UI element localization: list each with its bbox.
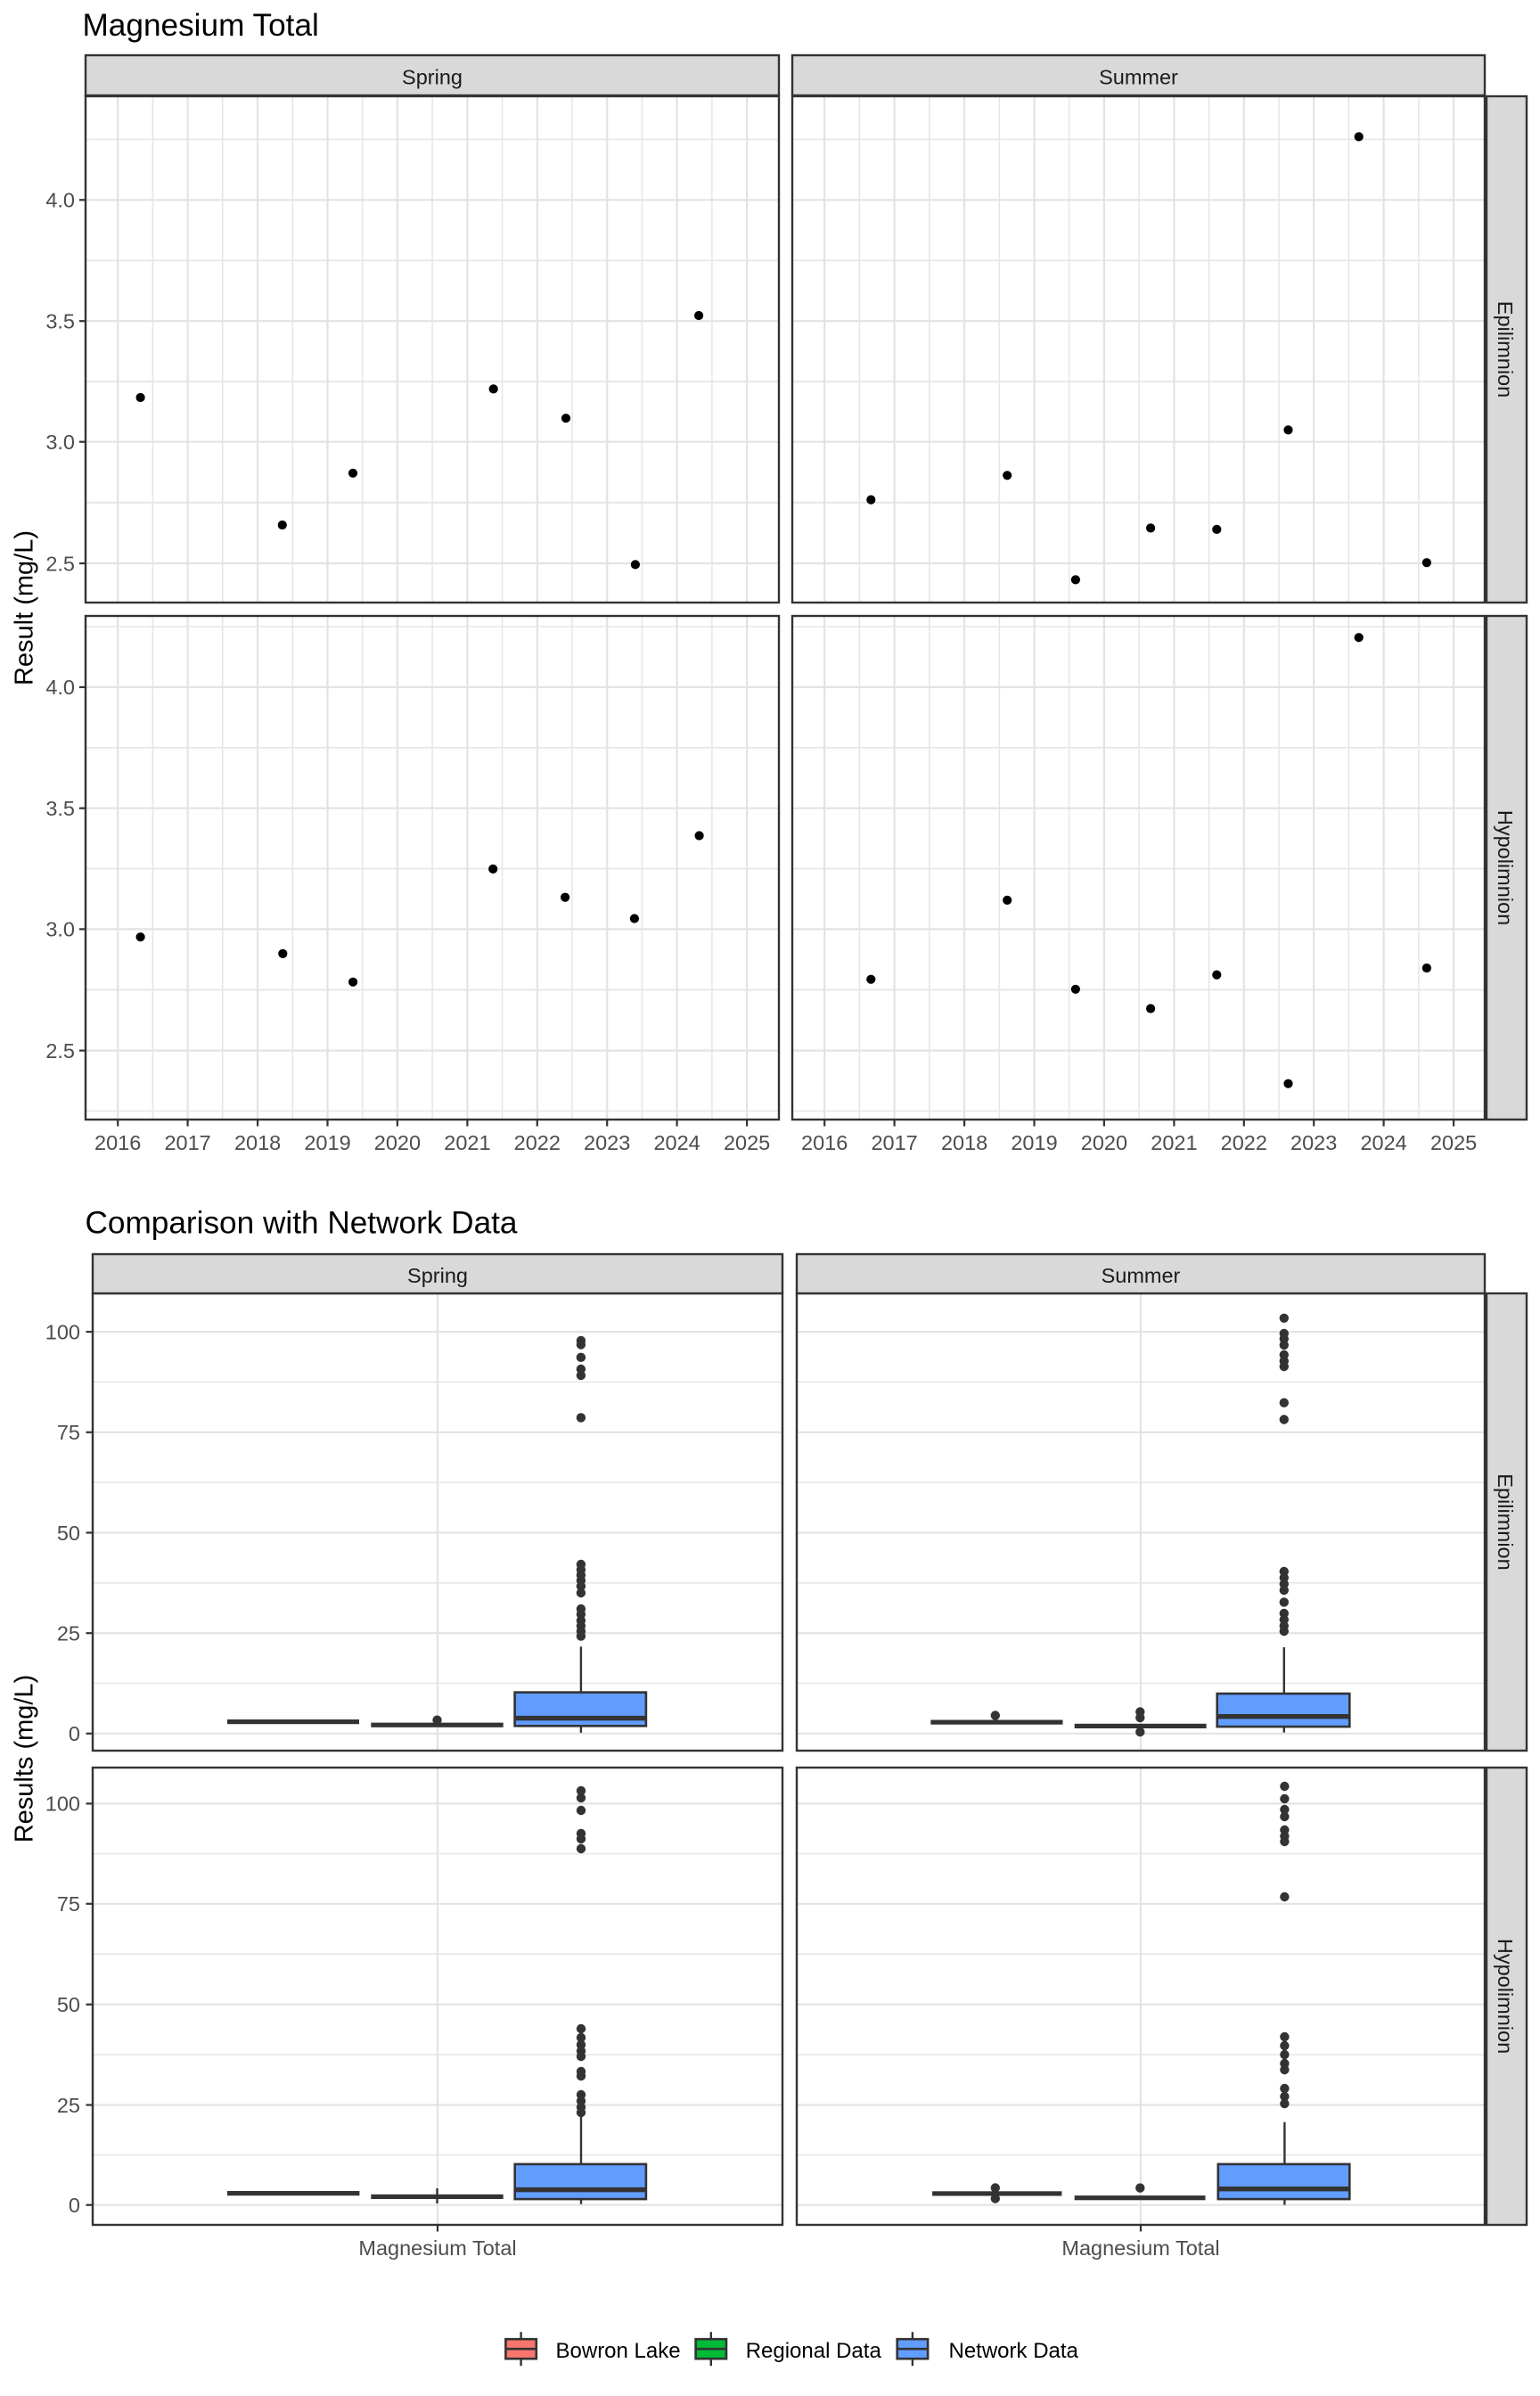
svg-text:Epilimnion: Epilimnion	[1494, 301, 1517, 398]
svg-text:50: 50	[57, 1522, 80, 1545]
svg-text:3.5: 3.5	[45, 797, 75, 820]
svg-text:2024: 2024	[653, 1131, 700, 1154]
svg-text:2019: 2019	[304, 1131, 350, 1154]
svg-text:2024: 2024	[1360, 1131, 1406, 1154]
svg-text:2025: 2025	[1430, 1131, 1477, 1154]
svg-text:Summer: Summer	[1099, 66, 1178, 89]
svg-text:Magnesium Total: Magnesium Total	[1061, 2236, 1219, 2260]
svg-text:Network Data: Network Data	[949, 2339, 1079, 2363]
svg-text:3.5: 3.5	[45, 310, 75, 333]
svg-text:Result (mg/L): Result (mg/L)	[11, 530, 39, 685]
svg-text:2.5: 2.5	[45, 552, 75, 575]
svg-text:2016: 2016	[94, 1131, 141, 1154]
svg-text:3.0: 3.0	[45, 918, 75, 941]
svg-text:25: 25	[57, 1622, 80, 1645]
svg-text:2021: 2021	[1151, 1131, 1197, 1154]
svg-text:2020: 2020	[1081, 1131, 1127, 1154]
svg-text:Magnesium Total: Magnesium Total	[83, 8, 319, 43]
svg-text:Results (mg/L): Results (mg/L)	[11, 1675, 39, 1843]
svg-text:2023: 2023	[1290, 1131, 1337, 1154]
svg-text:0: 0	[69, 2194, 80, 2217]
svg-text:2016: 2016	[801, 1131, 848, 1154]
svg-text:2022: 2022	[514, 1131, 561, 1154]
svg-text:2018: 2018	[941, 1131, 987, 1154]
svg-text:3.0: 3.0	[45, 431, 75, 454]
svg-text:4.0: 4.0	[45, 189, 75, 212]
svg-text:100: 100	[45, 1320, 80, 1343]
svg-text:25: 25	[57, 2094, 80, 2117]
svg-text:Hypolimnion: Hypolimnion	[1494, 810, 1517, 925]
svg-text:Spring: Spring	[407, 1264, 468, 1287]
svg-text:2020: 2020	[374, 1131, 421, 1154]
svg-text:Comparison with Network Data: Comparison with Network Data	[86, 1206, 518, 1241]
svg-text:100: 100	[45, 1793, 80, 1816]
svg-text:Spring: Spring	[402, 66, 463, 89]
svg-text:Epilimnion: Epilimnion	[1494, 1473, 1517, 1570]
svg-text:Bowron Lake: Bowron Lake	[556, 2339, 681, 2363]
svg-text:Magnesium Total: Magnesium Total	[358, 2236, 516, 2260]
svg-text:2018: 2018	[234, 1131, 281, 1154]
svg-text:Regional Data: Regional Data	[746, 2339, 882, 2363]
svg-text:2017: 2017	[871, 1131, 917, 1154]
svg-text:Summer: Summer	[1102, 1264, 1181, 1287]
svg-text:50: 50	[57, 1993, 80, 2016]
svg-text:75: 75	[57, 1892, 80, 1916]
svg-text:2021: 2021	[444, 1131, 490, 1154]
svg-text:2022: 2022	[1221, 1131, 1267, 1154]
svg-text:2019: 2019	[1011, 1131, 1057, 1154]
svg-text:2023: 2023	[584, 1131, 630, 1154]
svg-text:2.5: 2.5	[45, 1039, 75, 1063]
svg-text:Hypolimnion: Hypolimnion	[1494, 1939, 1517, 2054]
svg-text:2017: 2017	[164, 1131, 210, 1154]
svg-text:4.0: 4.0	[45, 676, 75, 699]
svg-text:75: 75	[57, 1421, 80, 1444]
svg-text:2025: 2025	[724, 1131, 770, 1154]
svg-text:0: 0	[69, 1722, 80, 1745]
